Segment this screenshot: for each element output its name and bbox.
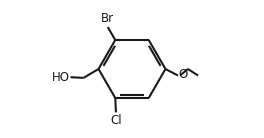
Text: HO: HO bbox=[51, 71, 69, 84]
Text: O: O bbox=[178, 68, 188, 81]
Text: Cl: Cl bbox=[110, 114, 122, 127]
Text: Br: Br bbox=[101, 12, 114, 25]
